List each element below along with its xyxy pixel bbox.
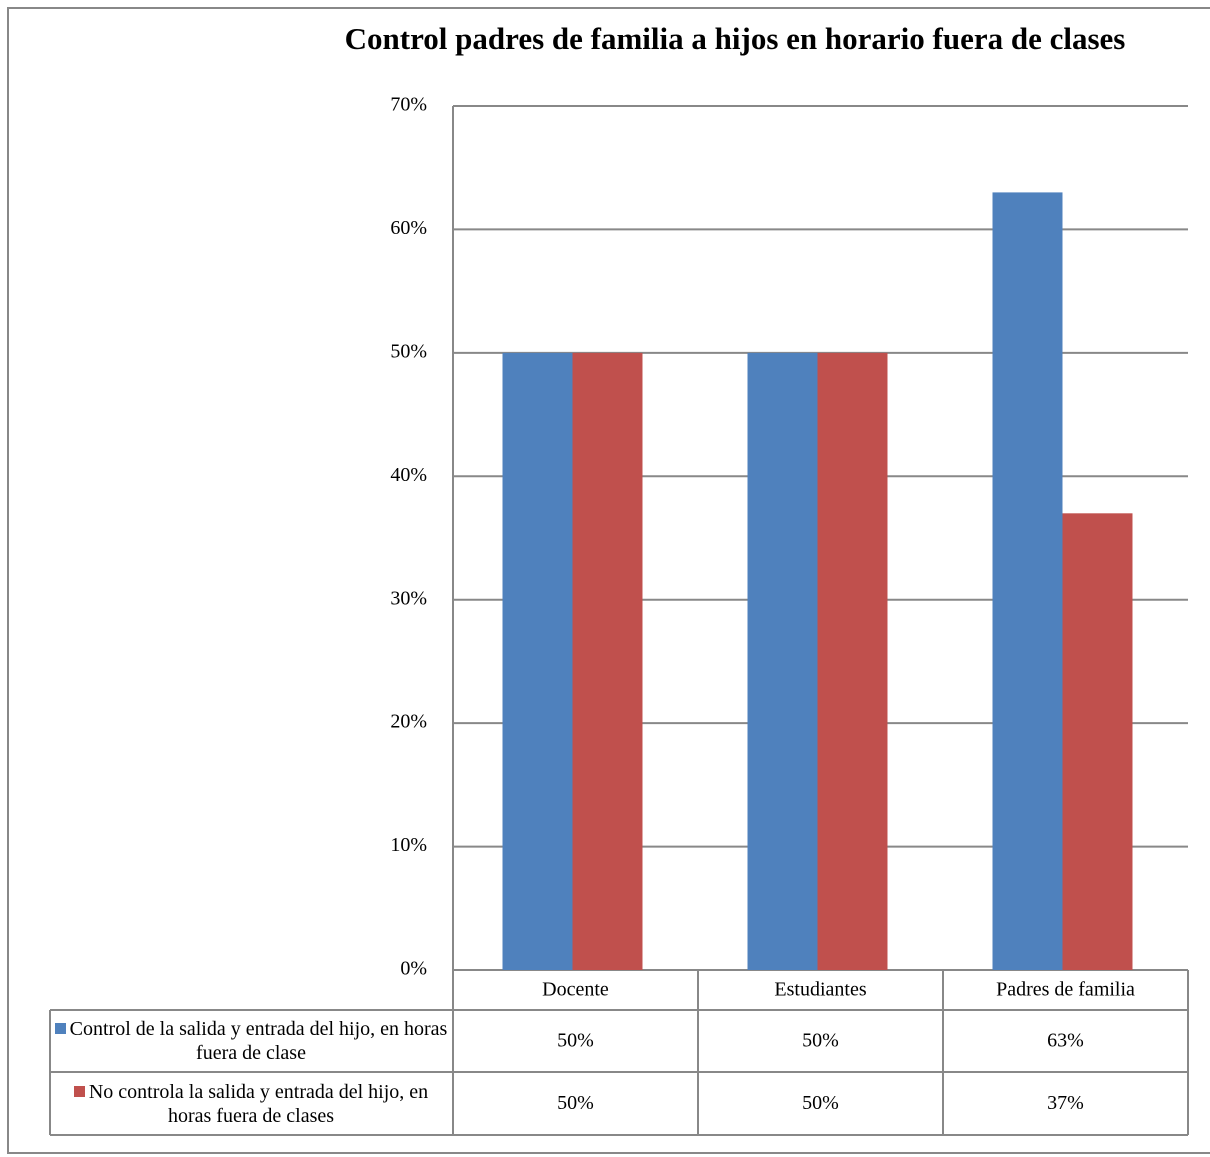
legend-label: No controla la salida y entrada del hijo… [88, 1080, 429, 1127]
y-tick-label: 20% [390, 711, 427, 733]
bar [572, 352, 643, 970]
table-value: 37% [1047, 1092, 1084, 1114]
y-tick-label: 10% [390, 834, 427, 856]
legend-swatch [54, 1023, 66, 1034]
x-tick-label: Estudiantes [774, 979, 866, 1001]
legend-swatch [73, 1085, 85, 1097]
legend-item: Control de la salida y entrada del hijo,… [52, 1017, 450, 1065]
table-value: 50% [557, 1092, 594, 1114]
y-tick-label: 30% [390, 587, 427, 609]
chart-title: Control padres de familia a hijos en hor… [345, 21, 1126, 56]
y-tick-label: 50% [390, 340, 427, 362]
table-value: 50% [802, 1030, 839, 1052]
table-value: 63% [1047, 1030, 1084, 1052]
x-tick-label: Docente [542, 979, 609, 1001]
legend-entry: Control de la salida y entrada del hijo,… [52, 1012, 450, 1070]
legend-label: Control de la salida y entrada del hijo,… [69, 1018, 448, 1064]
chart-border [7, 7, 1210, 1154]
bar [992, 192, 1063, 970]
y-tick-label: 70% [390, 94, 427, 116]
legend-entry: No controla la salida y entrada del hijo… [52, 1074, 450, 1133]
table-value: 50% [557, 1030, 594, 1052]
x-tick-label: Padres de familia [996, 979, 1135, 1001]
y-tick-label: 0% [400, 958, 427, 980]
y-tick-label: 40% [390, 464, 427, 486]
bar [502, 352, 573, 970]
table-value: 50% [802, 1092, 839, 1114]
legend-item: No controla la salida y entrada del hijo… [52, 1080, 450, 1128]
bar [747, 352, 818, 970]
bar [1062, 513, 1133, 970]
bar [817, 352, 888, 970]
y-tick-label: 60% [390, 217, 427, 239]
